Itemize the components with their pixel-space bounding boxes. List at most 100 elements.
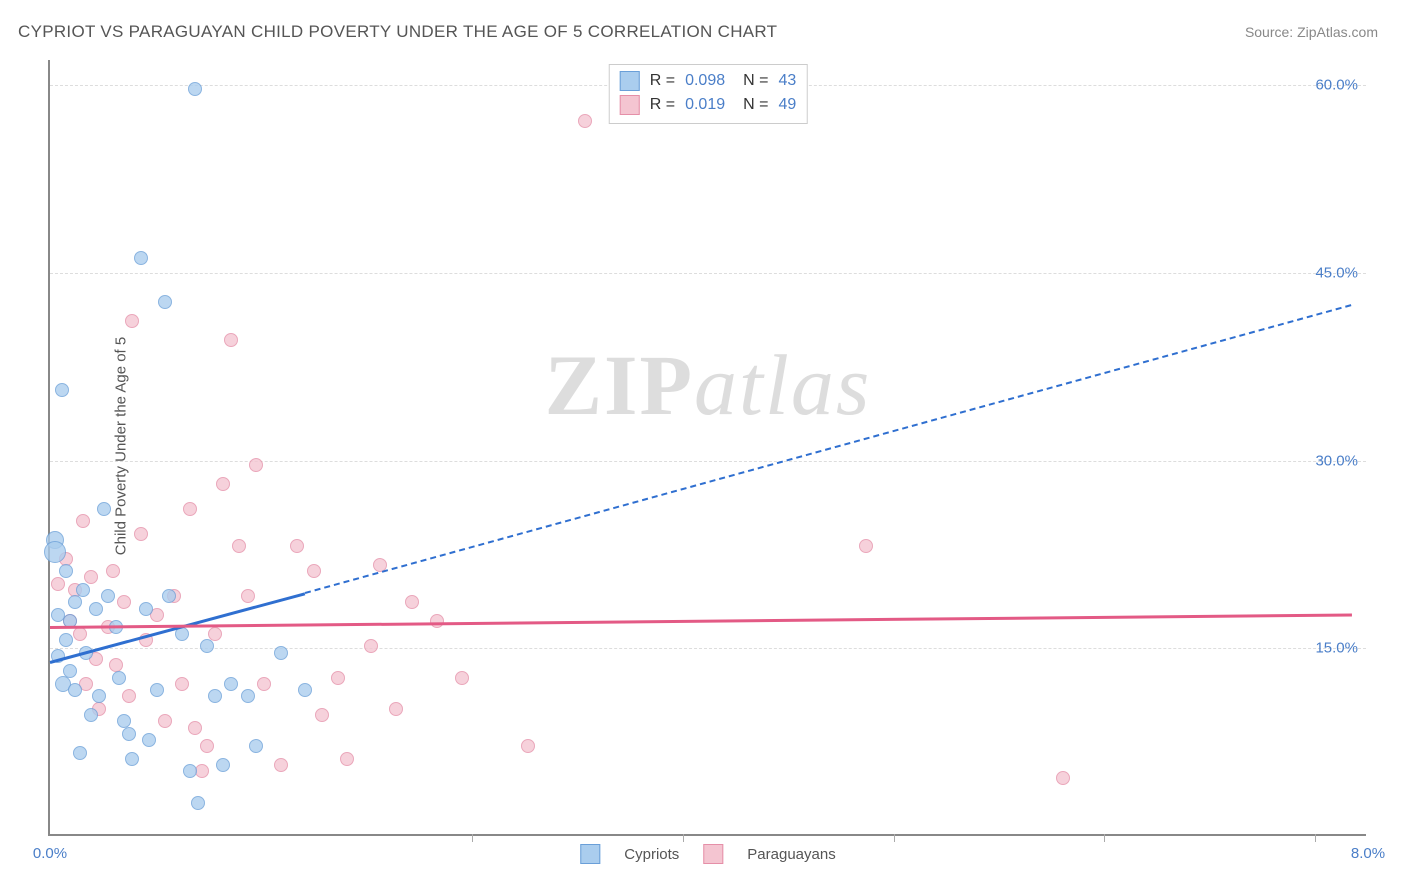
x-tick [683, 834, 684, 842]
series-1-point [97, 502, 111, 516]
footer-legend: Cypriots Paraguayans [580, 844, 835, 864]
series-1-point [44, 541, 66, 563]
y-tick-label: 15.0% [1315, 640, 1358, 657]
series-1-point [84, 708, 98, 722]
series-2-point [274, 758, 288, 772]
series-1-point [208, 689, 222, 703]
stats-row-2: R = 0.019 N = 49 [620, 93, 797, 117]
series-2-point [106, 564, 120, 578]
series-2-point [134, 527, 148, 541]
gridline [50, 461, 1366, 462]
x-tick [894, 834, 895, 842]
series-1-point [183, 764, 197, 778]
series-2-point [257, 677, 271, 691]
y-tick-label: 30.0% [1315, 452, 1358, 469]
trendline-series-1 [305, 304, 1352, 594]
series-1-point [59, 633, 73, 647]
gridline [50, 273, 1366, 274]
series-2-point [340, 752, 354, 766]
series-2-point [175, 677, 189, 691]
series-2-point [117, 595, 131, 609]
value-r-2: 0.019 [685, 93, 725, 117]
series-1-point [158, 295, 172, 309]
series-1-point [92, 689, 106, 703]
plot-area: ZIPatlas R = 0.098 N = 43 R = 0.019 N = … [48, 60, 1366, 836]
series-1-point [63, 664, 77, 678]
series-1-point [298, 683, 312, 697]
series-2-point [51, 577, 65, 591]
label-r: R = [650, 93, 675, 117]
series-2-point [455, 671, 469, 685]
legend-swatch-1 [580, 844, 600, 864]
series-2-point [224, 333, 238, 347]
series-2-point [158, 714, 172, 728]
value-r-1: 0.098 [685, 69, 725, 93]
series-1-point [191, 796, 205, 810]
series-2-point [578, 114, 592, 128]
x-tick-label: 0.0% [33, 845, 67, 862]
series-2-point [1056, 771, 1070, 785]
gridline [50, 648, 1366, 649]
series-1-point [142, 733, 156, 747]
series-2-point [125, 314, 139, 328]
y-tick-label: 45.0% [1315, 264, 1358, 281]
series-1-point [59, 564, 73, 578]
series-1-point [125, 752, 139, 766]
series-2-point [859, 539, 873, 553]
series-1-point [101, 589, 115, 603]
series-2-point [389, 702, 403, 716]
series-1-point [139, 602, 153, 616]
series-1-point [89, 602, 103, 616]
series-1-point [76, 583, 90, 597]
series-2-point [241, 589, 255, 603]
series-1-point [122, 727, 136, 741]
swatch-series-2 [620, 95, 640, 115]
series-2-point [331, 671, 345, 685]
series-1-point [68, 595, 82, 609]
label-n: N = [743, 69, 768, 93]
y-tick-label: 60.0% [1315, 77, 1358, 94]
x-tick-label: 8.0% [1351, 845, 1385, 862]
source-label: Source: ZipAtlas.com [1245, 24, 1378, 40]
chart-title: CYPRIOT VS PARAGUAYAN CHILD POVERTY UNDE… [18, 22, 777, 42]
series-2-point [76, 514, 90, 528]
series-1-point [134, 251, 148, 265]
series-1-point [241, 689, 255, 703]
label-r: R = [650, 69, 675, 93]
series-2-point [405, 595, 419, 609]
watermark-italic: atlas [694, 337, 871, 433]
series-2-point [364, 639, 378, 653]
series-2-point [183, 502, 197, 516]
x-tick [472, 834, 473, 842]
label-n: N = [743, 93, 768, 117]
value-n-2: 49 [778, 93, 796, 117]
legend-swatch-2 [703, 844, 723, 864]
stats-row-1: R = 0.098 N = 43 [620, 69, 797, 93]
series-2-point [208, 627, 222, 641]
series-2-point [200, 739, 214, 753]
series-1-point [150, 683, 164, 697]
series-2-point [216, 477, 230, 491]
stats-box: R = 0.098 N = 43 R = 0.019 N = 49 [609, 64, 808, 124]
x-tick [1104, 834, 1105, 842]
series-1-point [249, 739, 263, 753]
series-1-point [200, 639, 214, 653]
series-1-point [274, 646, 288, 660]
series-2-point [84, 570, 98, 584]
series-1-point [55, 383, 69, 397]
series-1-point [224, 677, 238, 691]
series-1-point [112, 671, 126, 685]
series-1-point [216, 758, 230, 772]
chart-container: CYPRIOT VS PARAGUAYAN CHILD POVERTY UNDE… [0, 0, 1406, 892]
series-2-point [122, 689, 136, 703]
legend-label-1: Cypriots [624, 846, 679, 863]
value-n-1: 43 [778, 69, 796, 93]
series-1-point [68, 683, 82, 697]
legend-label-2: Paraguayans [747, 846, 835, 863]
watermark-bold: ZIP [545, 337, 694, 433]
series-2-point [315, 708, 329, 722]
watermark: ZIPatlas [545, 335, 872, 435]
swatch-series-1 [620, 71, 640, 91]
series-1-point [162, 589, 176, 603]
x-tick [1315, 834, 1316, 842]
